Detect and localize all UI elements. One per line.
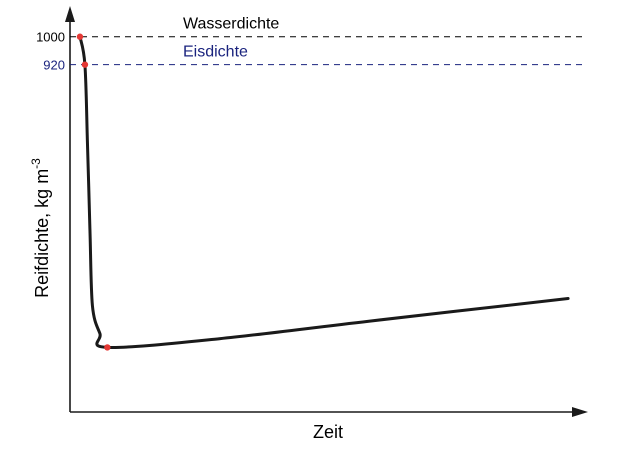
x-axis-arrow <box>572 407 588 417</box>
highlight-point-0 <box>76 33 84 40</box>
reference-label-1: Eisdichte <box>183 44 248 61</box>
density-curve <box>78 35 570 349</box>
y-axis-arrow <box>65 6 75 22</box>
x-axis-label: Zeit <box>313 422 343 442</box>
reference-label-0: Wasserdichte <box>183 16 279 33</box>
y-axis-label-main: Reifdichte, kg m <box>32 169 52 298</box>
highlight-points <box>76 33 111 351</box>
y-axis-label: Reifdichte, kg m-3 <box>29 158 52 298</box>
reference-lines: Wasserdichte Eisdichte <box>70 16 586 66</box>
y-tick-label-0: 1000 <box>36 30 65 45</box>
y-tick-label-1: 920 <box>43 58 65 73</box>
highlight-point-1 <box>81 61 89 68</box>
y-axis-label-superscript: -3 <box>29 158 43 169</box>
axes <box>65 6 588 417</box>
highlight-point-2 <box>104 344 111 351</box>
y-tick-labels: 1000 920 <box>36 30 65 73</box>
